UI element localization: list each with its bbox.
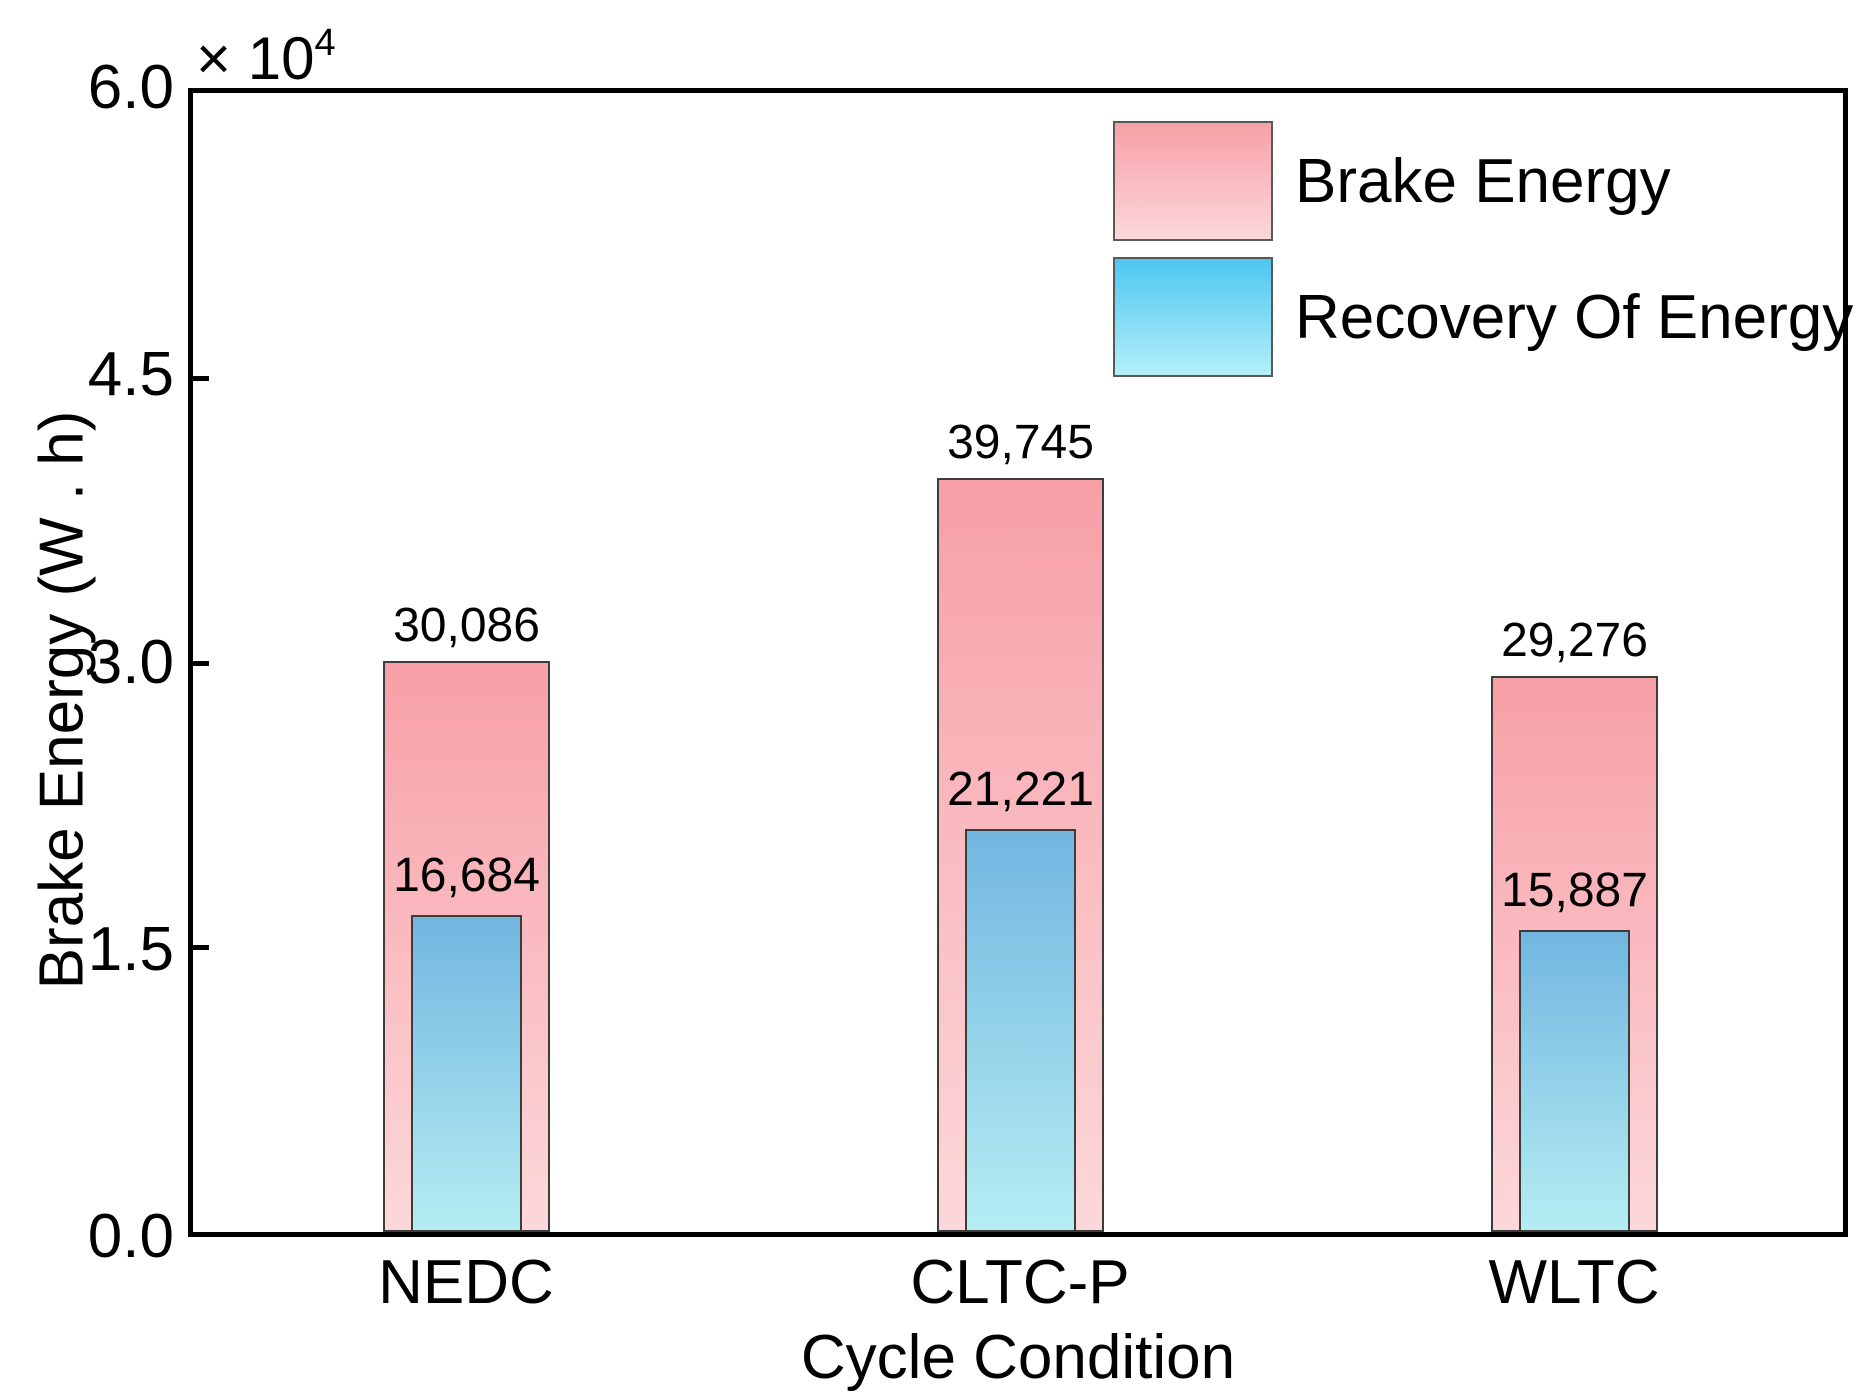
y-tick-mark <box>193 376 209 381</box>
legend-label-recovery-of-energy: Recovery Of Energy <box>1295 282 1854 352</box>
bar-recovery-energy <box>965 829 1076 1232</box>
bar-recovery-energy <box>411 915 522 1232</box>
bar-value-label: 21,221 <box>947 763 1094 816</box>
y-tick-label: 4.5 <box>87 340 174 409</box>
y-axis-offset-exponent: 4 <box>314 22 336 64</box>
x-category-label-wltc: WLTC <box>1488 1248 1660 1317</box>
y-tick-label: 0.0 <box>87 1202 174 1271</box>
legend-swatch-recovery-of-energy <box>1113 257 1273 377</box>
x-axis-title: Cycle Condition <box>800 1323 1236 1392</box>
legend-swatch-brake-energy <box>1113 121 1273 241</box>
bar-group-cltc-p: 39,745 21,221 <box>937 93 1104 1232</box>
y-axis-offset-base: × 10 <box>196 25 315 92</box>
x-category-label-nedc: NEDC <box>378 1248 554 1317</box>
bar-group-nedc: 30,086 16,684 <box>383 93 550 1232</box>
legend-label-brake-energy: Brake Energy <box>1295 146 1671 216</box>
x-category-label-cltc-p: CLTC-P <box>910 1248 1130 1317</box>
bar-value-label: 39,745 <box>947 416 1094 469</box>
y-tick-label: 6.0 <box>87 53 174 122</box>
bar-value-label: 30,086 <box>393 599 540 652</box>
legend: Brake Energy Recovery Of Energy <box>1113 121 1853 377</box>
bar-value-label: 16,684 <box>393 849 540 902</box>
y-tick-label: 3.0 <box>87 628 174 697</box>
y-tick-label: 1.5 <box>87 915 174 984</box>
legend-item-brake-energy: Brake Energy <box>1113 121 1853 241</box>
plot-area: 30,086 16,684 39,745 21,221 29,276 15,88… <box>188 88 1853 1237</box>
y-tick-mark <box>193 945 209 950</box>
bar-group-wltc: 29,276 15,887 <box>1491 93 1658 1232</box>
bar-value-label: 15,887 <box>1501 864 1648 917</box>
y-tick-mark <box>193 661 209 666</box>
legend-item-recovery-of-energy: Recovery Of Energy <box>1113 257 1853 377</box>
bar-value-label: 29,276 <box>1501 614 1648 667</box>
y-axis-title: Brake Energy (W . h) <box>27 410 97 990</box>
bar-recovery-energy <box>1519 930 1630 1232</box>
y-axis-offset: × 104 <box>196 22 336 93</box>
